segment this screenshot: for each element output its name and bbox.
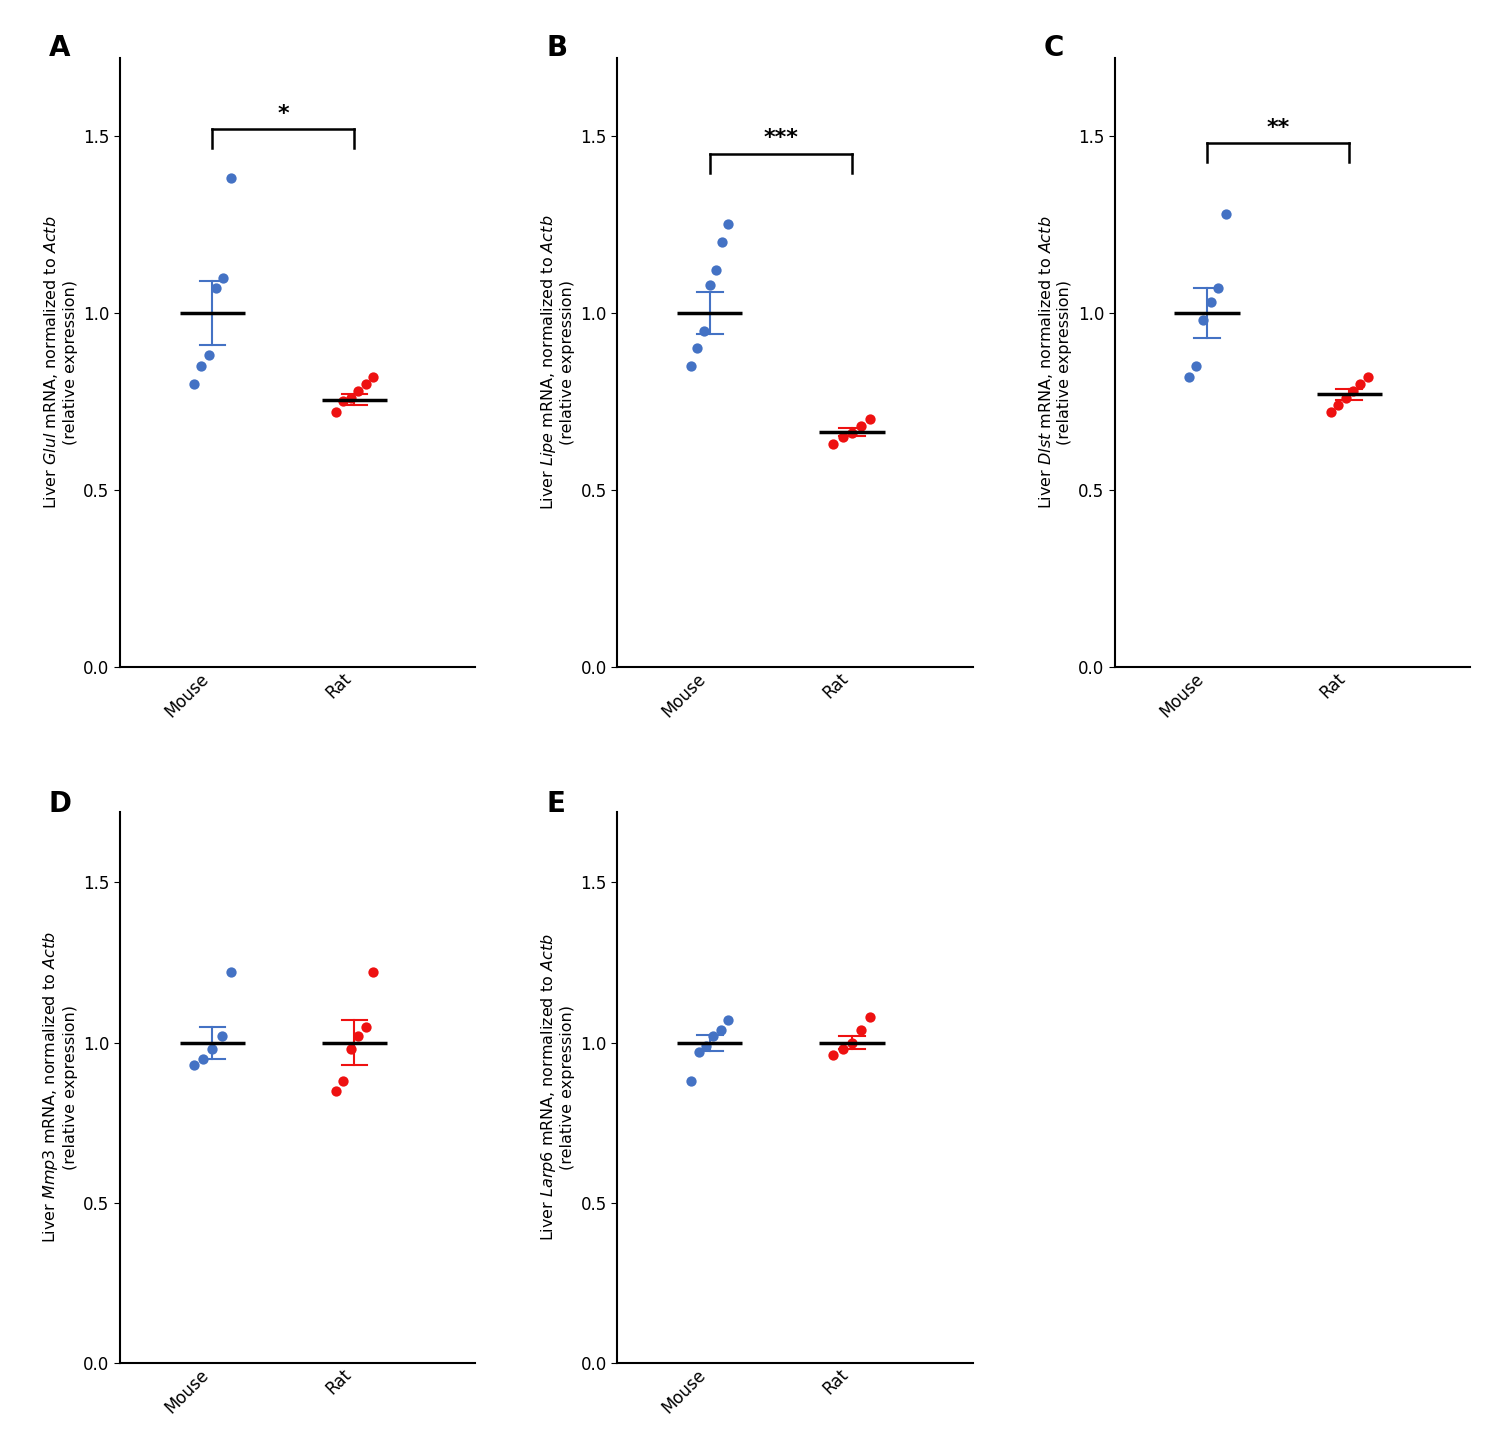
Text: B: B: [546, 33, 567, 62]
Point: [710, 231, 734, 254]
Point: [201, 1037, 225, 1060]
Point: [324, 1079, 348, 1102]
Point: [1334, 386, 1358, 409]
Point: [704, 260, 728, 283]
Point: [1191, 309, 1215, 332]
Point: [680, 1070, 703, 1093]
Y-axis label: Liver $\it{Lipe}$ mRNA, normalized to $\it{Actb}$
(relative expression): Liver $\it{Lipe}$ mRNA, normalized to $\…: [538, 215, 574, 510]
Text: C: C: [1044, 33, 1064, 62]
Point: [324, 400, 348, 423]
Point: [1176, 365, 1200, 389]
Point: [332, 390, 356, 413]
Y-axis label: Liver $\it{Mmp3}$ mRNA, normalized to $\it{Actb}$
(relative expression): Liver $\it{Mmp3}$ mRNA, normalized to $\…: [42, 931, 78, 1244]
Point: [716, 213, 740, 236]
Point: [710, 1018, 734, 1041]
Point: [831, 1037, 855, 1060]
Point: [694, 1034, 718, 1057]
Point: [354, 373, 378, 396]
Text: E: E: [546, 790, 566, 818]
Point: [1326, 393, 1350, 416]
Point: [354, 1015, 378, 1038]
Point: [339, 386, 363, 409]
Y-axis label: Liver $\it{Dlst}$ mRNA, normalized to $\it{Actb}$
(relative expression): Liver $\it{Dlst}$ mRNA, normalized to $\…: [1036, 216, 1072, 509]
Point: [687, 1041, 711, 1064]
Point: [858, 407, 882, 431]
Text: A: A: [50, 33, 70, 62]
Point: [1356, 365, 1380, 389]
Point: [219, 960, 243, 983]
Point: [692, 319, 715, 342]
Y-axis label: Liver $\it{Glul}$ mRNA, normalized to $\it{Actb}$
(relative expression): Liver $\it{Glul}$ mRNA, normalized to $\…: [42, 216, 78, 509]
Point: [210, 1025, 234, 1048]
Point: [680, 354, 703, 377]
Point: [840, 1031, 864, 1054]
Point: [219, 167, 243, 190]
Point: [1318, 400, 1342, 423]
Text: **: **: [1266, 117, 1290, 138]
Point: [1206, 277, 1230, 300]
Point: [196, 344, 220, 367]
Point: [702, 1025, 726, 1048]
Point: [346, 380, 370, 403]
Point: [698, 273, 721, 296]
Point: [686, 336, 709, 360]
Point: [716, 1009, 740, 1032]
Point: [362, 960, 386, 983]
Point: [211, 265, 236, 289]
Y-axis label: Liver $\it{Larp6}$ mRNA, normalized to $\it{Actb}$
(relative expression): Liver $\it{Larp6}$ mRNA, normalized to $…: [538, 934, 574, 1241]
Point: [190, 1047, 214, 1070]
Point: [204, 277, 228, 300]
Text: D: D: [50, 790, 72, 818]
Point: [849, 415, 873, 438]
Point: [858, 1005, 882, 1028]
Point: [182, 373, 206, 396]
Point: [1198, 290, 1222, 313]
Point: [831, 425, 855, 448]
Point: [1341, 380, 1365, 403]
Point: [339, 1037, 363, 1060]
Text: ***: ***: [764, 128, 798, 148]
Point: [182, 1054, 206, 1077]
Point: [346, 1025, 370, 1048]
Point: [362, 365, 386, 389]
Point: [1214, 202, 1237, 225]
Point: [840, 422, 864, 445]
Point: [822, 1044, 846, 1067]
Point: [189, 354, 213, 377]
Point: [849, 1018, 873, 1041]
Point: [1348, 373, 1372, 396]
Point: [822, 432, 846, 455]
Point: [1184, 354, 1208, 377]
Text: *: *: [278, 103, 290, 123]
Point: [332, 1070, 356, 1093]
